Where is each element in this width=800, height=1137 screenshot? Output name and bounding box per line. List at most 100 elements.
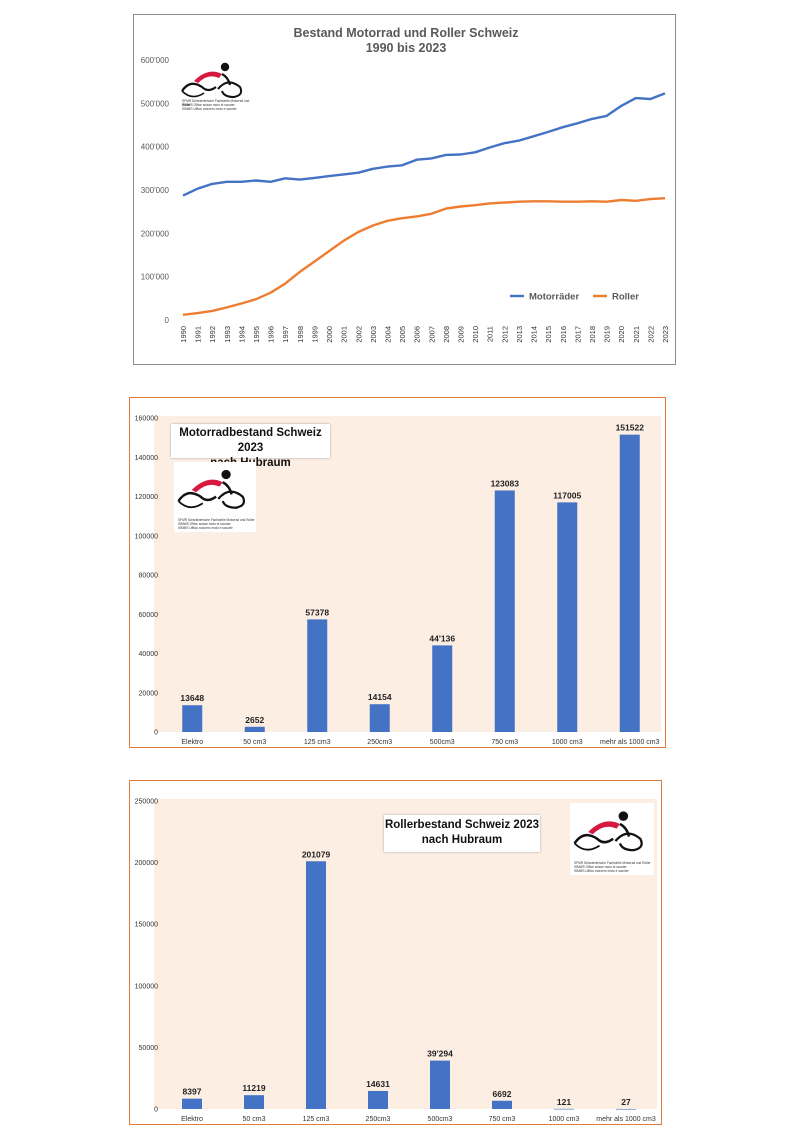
roller-series-line bbox=[182, 197, 666, 316]
x-tick-label: 750 cm3 bbox=[491, 739, 518, 746]
motorraeder-series-line bbox=[182, 92, 666, 197]
x-tick-label: mehr als 1000 cm3 bbox=[596, 1116, 656, 1123]
line-chart: Bestand Motorrad und Roller Schweiz 1990… bbox=[141, 26, 670, 343]
sfmr-logo: SFMR Schweizerische Fachstelle Motorrad … bbox=[570, 803, 654, 875]
data-label: 14154 bbox=[368, 692, 392, 702]
bar bbox=[182, 1098, 202, 1109]
x-tick-label: 2007 bbox=[427, 326, 436, 343]
logo-text-3: ISMMS Ufficio svizzero moto e scooter bbox=[574, 869, 629, 873]
data-label: 57378 bbox=[305, 607, 329, 617]
x-tick-label: 2021 bbox=[632, 326, 641, 343]
x-tick-label: 50 cm3 bbox=[243, 739, 266, 746]
y-tick-label: 250000 bbox=[135, 799, 158, 806]
roller-bar-chart-panel: 0 50000 100000 150000 200000 250000 8397 11219… bbox=[129, 780, 662, 1125]
logo-text-1: SFMR Schweizerische Fachstelle Motorrad … bbox=[182, 99, 250, 107]
y-tick-label: 100000 bbox=[135, 983, 158, 990]
data-label: 8397 bbox=[183, 1087, 202, 1097]
logo-text-3: ISMMS Ufficio svizzero moto e scooter bbox=[182, 107, 237, 111]
x-tick-label: 2023 bbox=[661, 326, 670, 343]
x-tick-label: 1999 bbox=[310, 326, 319, 343]
x-tick-label: 2006 bbox=[413, 326, 422, 343]
bar bbox=[244, 726, 265, 732]
x-tick-label: 1995 bbox=[252, 326, 261, 343]
roller-chart-title: Rollerbestand Schweiz 2023 bbox=[384, 819, 540, 831]
y-tick-label: 80000 bbox=[139, 573, 159, 580]
logo-text-3: ISMMS Ufficio svizzero moto e scooter bbox=[178, 526, 233, 530]
data-label: 117005 bbox=[553, 490, 581, 500]
data-label: 2652 bbox=[245, 715, 264, 725]
x-tick-label: 1998 bbox=[296, 326, 305, 343]
x-tick-label: Elektro bbox=[181, 1116, 203, 1123]
legend-label: Motorräder bbox=[529, 292, 579, 303]
y-tick-label: 50000 bbox=[139, 1045, 159, 1052]
motorrad-bar-chart-panel: 0 20000 40000 60000 80000 100000 120000 140000 1… bbox=[129, 397, 666, 748]
bar bbox=[616, 1108, 636, 1110]
y-tick-label: 500'000 bbox=[141, 99, 170, 108]
bar bbox=[307, 619, 328, 732]
motorrad-chart-title: Motorradbestand Schweiz 2023 bbox=[179, 427, 322, 454]
y-tick-label: 100000 bbox=[135, 533, 158, 540]
y-tick-label: 160000 bbox=[135, 416, 158, 423]
logo-text-1: SFMR Schweizerische Fachstelle Motorrad … bbox=[178, 518, 255, 522]
y-tick-label: 200'000 bbox=[141, 229, 170, 238]
x-tick-label: 1996 bbox=[267, 326, 276, 343]
x-tick-label: 1991 bbox=[194, 326, 203, 343]
roller-chart-title-box: Rollerbestand Schweiz 2023 nach Hubraum bbox=[384, 815, 540, 852]
data-label: 14631 bbox=[366, 1079, 390, 1089]
logo-text-2: ISMWS Office suisse moto et scooter bbox=[178, 522, 231, 526]
x-tick-label: 2018 bbox=[588, 326, 597, 343]
logo-text-1: SFMR Schweizerische Fachstelle Motorrad … bbox=[574, 861, 651, 865]
y-tick-label: 140000 bbox=[135, 455, 158, 462]
x-tick-label: 1993 bbox=[223, 326, 232, 343]
data-label: 11219 bbox=[242, 1083, 265, 1093]
x-tick-label: 2012 bbox=[500, 326, 509, 343]
motorbike-logo-icon bbox=[177, 469, 246, 509]
x-tick-label: 250cm3 bbox=[367, 739, 392, 746]
x-tick-label: 2014 bbox=[530, 326, 539, 343]
x-tick-label: 1000 cm3 bbox=[552, 739, 583, 746]
bar bbox=[182, 705, 203, 732]
motorbike-logo-icon bbox=[181, 62, 243, 99]
y-tick-label: 150000 bbox=[135, 922, 158, 929]
x-tick-label: 1000 cm3 bbox=[549, 1116, 580, 1123]
data-label: 123083 bbox=[491, 478, 520, 488]
sfmr-logo: SFMR Schweizerische Fachstelle Motorrad … bbox=[178, 61, 252, 113]
data-label: 39'294 bbox=[427, 1049, 453, 1059]
motorrad-chart-title-box: Motorradbestand Schweiz 2023 nach Hubrau… bbox=[171, 424, 330, 469]
y-tick-label: 60000 bbox=[139, 612, 159, 619]
motorbike-logo-icon bbox=[573, 811, 643, 852]
y-tick-label: 100'000 bbox=[141, 273, 170, 282]
x-tick-label: 2019 bbox=[603, 326, 612, 343]
x-tick-label: 2010 bbox=[471, 326, 480, 343]
bar bbox=[619, 434, 640, 732]
y-tick-label: 0 bbox=[154, 1107, 158, 1114]
x-tick-label: 2022 bbox=[646, 326, 655, 343]
x-tick-label: 2001 bbox=[340, 326, 349, 343]
bar bbox=[557, 502, 578, 732]
x-tick-label: 125 cm3 bbox=[303, 1116, 330, 1123]
x-tick-label: 50 cm3 bbox=[243, 1116, 266, 1123]
bar bbox=[430, 1060, 450, 1109]
bar bbox=[432, 645, 453, 732]
y-tick-label: 0 bbox=[154, 730, 158, 737]
data-label: 121 bbox=[557, 1097, 571, 1107]
y-tick-label: 300'000 bbox=[141, 186, 170, 195]
data-label: 44'136 bbox=[429, 633, 455, 643]
y-tick-label: 20000 bbox=[139, 690, 159, 697]
x-tick-label: 500cm3 bbox=[428, 1116, 453, 1123]
sfmr-logo: SFMR Schweizerische Fachstelle Motorrad … bbox=[174, 462, 256, 532]
y-tick-label: 200000 bbox=[135, 860, 158, 867]
data-label: 151522 bbox=[616, 423, 645, 433]
x-tick-label: 1997 bbox=[281, 326, 290, 343]
data-label: 6692 bbox=[493, 1089, 512, 1099]
x-tick-label: 1994 bbox=[237, 326, 246, 343]
y-tick-label: 0 bbox=[165, 316, 170, 325]
x-tick-label: Elektro bbox=[181, 739, 203, 746]
x-tick-label: 1990 bbox=[179, 326, 188, 343]
x-tick-label: 2008 bbox=[442, 326, 451, 343]
line-chart-subtitle: 1990 bis 2023 bbox=[366, 41, 447, 55]
line-chart-panel: Bestand Motorrad und Roller Schweiz 1990… bbox=[133, 14, 676, 365]
bar bbox=[554, 1108, 574, 1110]
x-tick-label: 2017 bbox=[573, 326, 582, 343]
x-tick-label: 750 cm3 bbox=[489, 1116, 516, 1123]
